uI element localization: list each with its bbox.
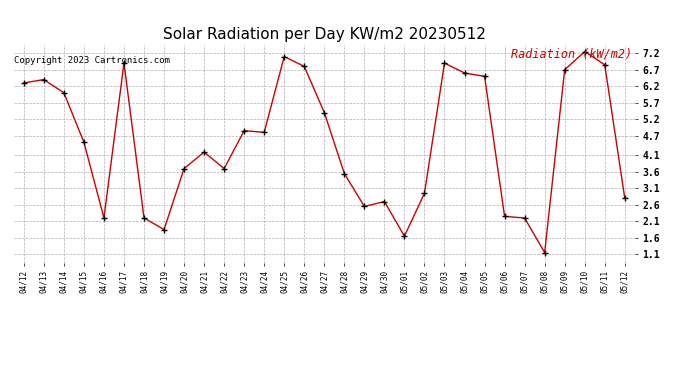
Text: Radiation (kW/m2): Radiation (kW/m2) <box>511 47 632 60</box>
Text: Copyright 2023 Cartronics.com: Copyright 2023 Cartronics.com <box>14 56 170 65</box>
Title: Solar Radiation per Day KW/m2 20230512: Solar Radiation per Day KW/m2 20230512 <box>163 27 486 42</box>
